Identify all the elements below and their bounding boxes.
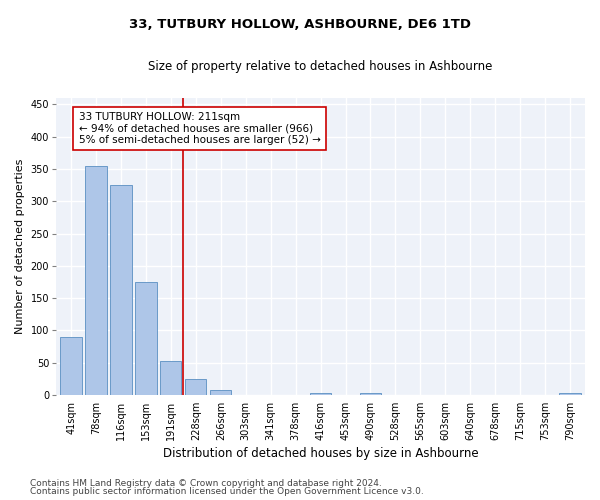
- Text: Contains HM Land Registry data © Crown copyright and database right 2024.: Contains HM Land Registry data © Crown c…: [30, 478, 382, 488]
- Bar: [61, 337, 82, 395]
- Bar: [136, 282, 157, 395]
- Bar: [559, 392, 581, 395]
- Bar: [185, 379, 206, 395]
- Title: Size of property relative to detached houses in Ashbourne: Size of property relative to detached ho…: [148, 60, 493, 73]
- Text: Contains public sector information licensed under the Open Government Licence v3: Contains public sector information licen…: [30, 487, 424, 496]
- Bar: [110, 185, 131, 395]
- Y-axis label: Number of detached properties: Number of detached properties: [15, 159, 25, 334]
- Bar: [310, 392, 331, 395]
- Bar: [160, 361, 181, 395]
- Text: 33 TUTBURY HOLLOW: 211sqm
← 94% of detached houses are smaller (966)
5% of semi-: 33 TUTBURY HOLLOW: 211sqm ← 94% of detac…: [79, 112, 320, 145]
- Bar: [210, 390, 232, 395]
- Bar: [360, 392, 381, 395]
- Text: 33, TUTBURY HOLLOW, ASHBOURNE, DE6 1TD: 33, TUTBURY HOLLOW, ASHBOURNE, DE6 1TD: [129, 18, 471, 30]
- X-axis label: Distribution of detached houses by size in Ashbourne: Distribution of detached houses by size …: [163, 447, 478, 460]
- Bar: [85, 166, 107, 395]
